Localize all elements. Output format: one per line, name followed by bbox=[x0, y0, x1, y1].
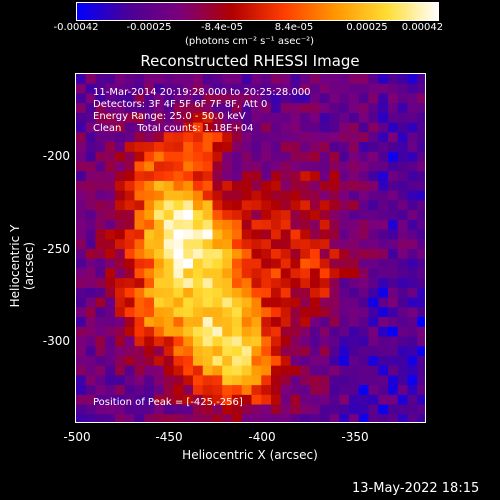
x-tick: -350 bbox=[341, 430, 369, 444]
colorbar-tick: 0.00042 bbox=[401, 22, 444, 33]
image-plot-area: 11-Mar-2014 20:19:28.000 to 20:25:28.000… bbox=[75, 73, 426, 423]
y-tick: -250 bbox=[42, 242, 70, 256]
x-tick: -500 bbox=[63, 430, 91, 444]
footer-timestamp: 13-May-2022 18:15 bbox=[352, 481, 480, 496]
colorbar-tick: 0.00025 bbox=[346, 22, 388, 33]
x-tick: -450 bbox=[155, 430, 183, 444]
reconstructed-image bbox=[76, 74, 425, 422]
colorbar-tick: -8.4e-05 bbox=[201, 22, 243, 33]
image-title: Reconstructed RHESSI Image bbox=[140, 52, 360, 70]
colorbar bbox=[76, 2, 439, 21]
info-time-range: 11-Mar-2014 20:19:28.000 to 20:25:28.000 bbox=[93, 87, 311, 98]
info-clean-counts: Clean Total counts: 1.18E+04 bbox=[93, 123, 254, 134]
colorbar-tick: -0.00025 bbox=[126, 22, 172, 33]
x-tick: -400 bbox=[248, 430, 276, 444]
info-energy-range: Energy Range: 25.0 - 50.0 keV bbox=[93, 111, 246, 122]
y-axis-label: Heliocentric Y (arcsec) bbox=[8, 224, 36, 308]
y-tick: -200 bbox=[42, 149, 70, 163]
x-axis-label: Heliocentric X (arcsec) bbox=[182, 448, 318, 462]
info-detectors: Detectors: 3F 4F 5F 6F 7F 8F, Att 0 bbox=[93, 99, 268, 110]
colorbar-tick: -0.00042 bbox=[53, 22, 99, 33]
y-tick: -300 bbox=[42, 334, 70, 348]
info-peak-position: Position of Peak = [-425,-256] bbox=[93, 397, 243, 408]
colorbar-tick: 8.4e-05 bbox=[274, 22, 314, 33]
colorbar-units: (photons cm⁻² s⁻¹ asec⁻²) bbox=[185, 36, 315, 47]
